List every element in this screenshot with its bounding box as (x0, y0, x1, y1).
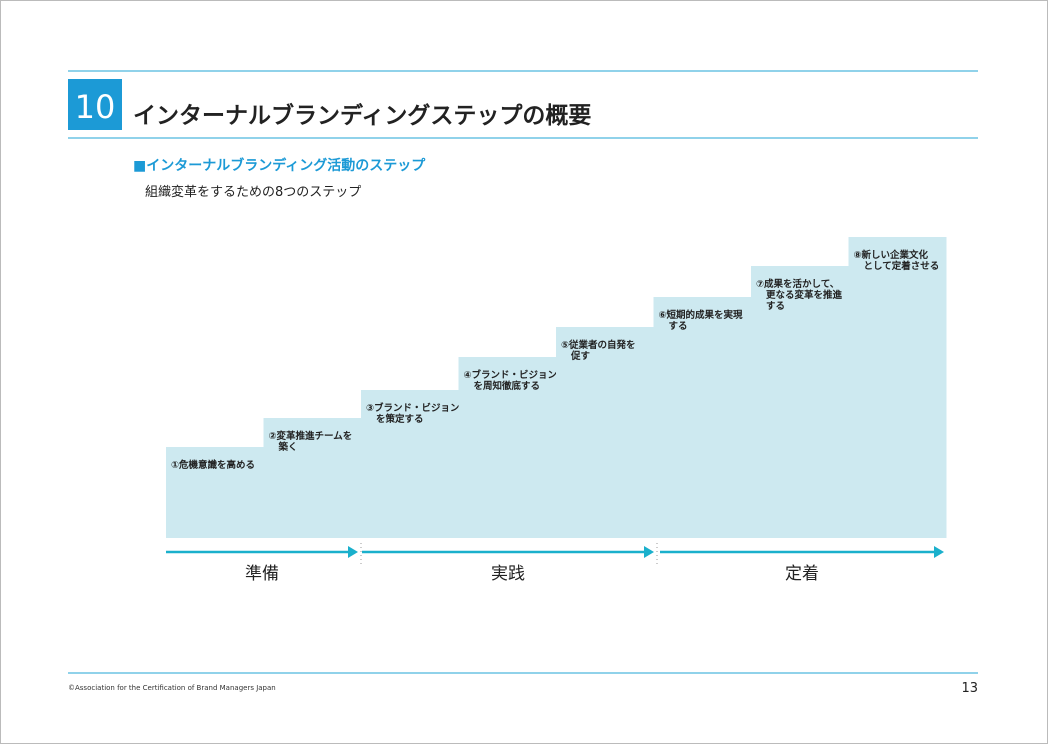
step-block (751, 266, 849, 538)
step-block (458, 357, 557, 538)
step-label: ⑧新しい企業文化 (854, 249, 929, 261)
step-label: する (669, 321, 688, 332)
step-label: ②変革推進チームを (269, 430, 353, 442)
step-block (361, 390, 459, 538)
step-block (848, 237, 947, 538)
step-label: ⑥短期的成果を実現 (659, 309, 744, 321)
section-heading: ■インターナルブランディング活動のステップ (133, 157, 426, 174)
page-title: インターナルブランディングステップの概要 (133, 102, 591, 129)
step-label: ④ブランド・ビジョン (464, 369, 558, 381)
step-label: を周知徹底する (474, 380, 541, 392)
phase-arrowhead (644, 546, 654, 558)
step-block (556, 327, 654, 538)
section-number: 10 (75, 88, 116, 126)
phase-arrowhead (348, 546, 358, 558)
step-block (653, 297, 752, 538)
section-description: 組織変革をするための8つのステップ (145, 184, 361, 200)
page-number: 13 (961, 681, 978, 696)
number-box (68, 79, 122, 130)
step-label: を策定する (376, 413, 424, 425)
phase-label: 定着 (785, 564, 819, 584)
copyright: ©Association for the Certification of Br… (68, 684, 276, 692)
step-label: 築く (278, 441, 298, 453)
step-label: ⑤従業者の自発を (561, 339, 636, 351)
step-label: ①危機意識を高める (171, 459, 255, 471)
step-label: 更なる変革を推進 (766, 289, 843, 301)
phase-label: 実践 (491, 564, 525, 584)
step-label: 促す (570, 350, 591, 362)
step-label: ⑦成果を活かして、 (756, 278, 839, 290)
step-block (166, 447, 264, 538)
phase-arrowhead (934, 546, 944, 558)
step-label: する (766, 301, 785, 312)
step-label: として定着させる (864, 260, 940, 272)
step-block (263, 418, 362, 538)
phase-label: 準備 (245, 564, 279, 584)
step-label: ③ブランド・ビジョン (366, 402, 460, 414)
